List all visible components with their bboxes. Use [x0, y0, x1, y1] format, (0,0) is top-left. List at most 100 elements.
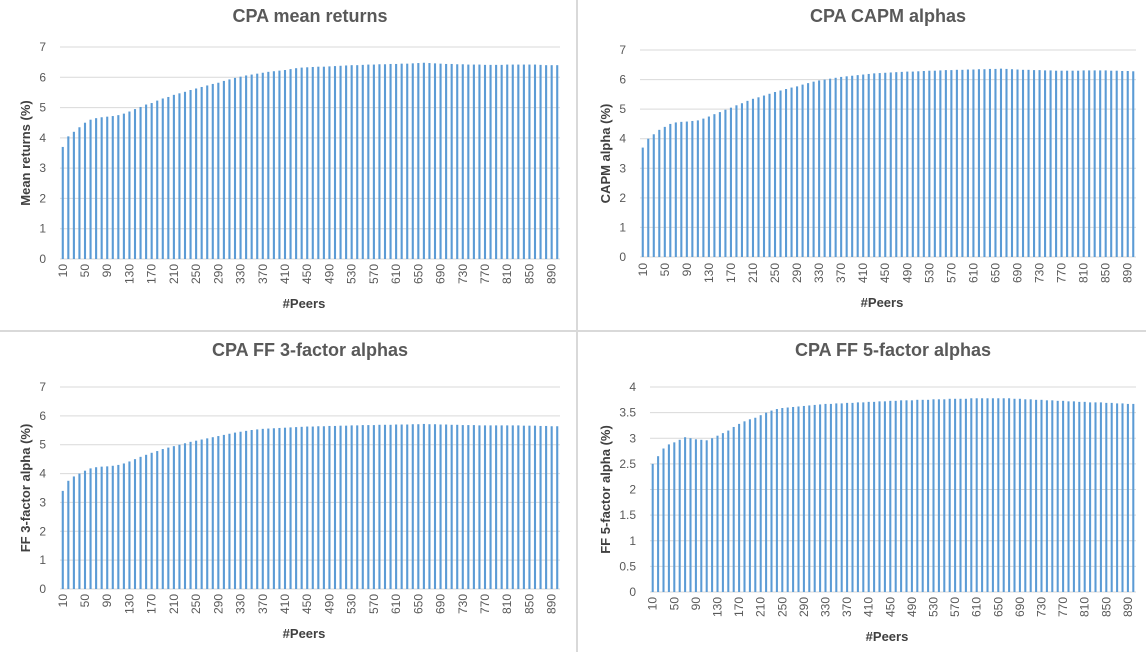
bar: [802, 405, 805, 592]
x-tick-label: 370: [256, 594, 270, 614]
bar: [322, 426, 325, 589]
bar: [178, 93, 181, 259]
bar: [256, 73, 259, 259]
x-tick-label: 490: [900, 263, 914, 283]
x-tick-label: 730: [1033, 263, 1047, 283]
bar: [245, 75, 248, 260]
bar: [691, 120, 694, 257]
bar: [250, 74, 253, 259]
y-tick-label: 0: [39, 252, 46, 266]
bar: [1099, 402, 1102, 592]
bar: [916, 399, 919, 592]
bar: [1132, 403, 1135, 592]
bar: [680, 121, 683, 257]
y-tick-label: 3: [39, 161, 46, 175]
bar: [417, 424, 420, 589]
bar: [1018, 398, 1021, 592]
x-tick-label: 730: [456, 264, 470, 284]
bar: [669, 123, 672, 257]
x-axis-label: #Peers: [861, 295, 904, 310]
x-tick-label: 610: [389, 594, 403, 614]
x-tick-label: 810: [500, 264, 514, 284]
bar: [533, 425, 537, 589]
bar: [528, 64, 531, 260]
bar: [483, 64, 487, 260]
y-tick-label: 2: [619, 191, 626, 205]
bar: [757, 97, 760, 257]
bar: [991, 398, 994, 592]
bar: [950, 70, 953, 257]
y-tick-label: 3: [629, 431, 636, 445]
y-tick-label: 2: [39, 524, 46, 538]
bar: [765, 412, 768, 592]
bar: [539, 64, 542, 260]
bar: [884, 72, 887, 258]
bar: [812, 81, 815, 258]
bar: [1105, 402, 1108, 592]
bar: [67, 136, 70, 259]
bar: [150, 452, 153, 589]
x-tick-label: 410: [278, 594, 292, 614]
bar: [472, 64, 475, 260]
x-tick-label: 530: [345, 264, 359, 284]
bar: [511, 425, 514, 589]
bar: [727, 430, 730, 592]
bar: [150, 103, 153, 260]
x-tick-label: 50: [667, 597, 681, 611]
bar: [61, 490, 64, 589]
bar: [702, 118, 705, 257]
x-tick-label: 890: [1121, 263, 1135, 283]
x-tick-label: 290: [211, 594, 225, 614]
x-tick-label: 570: [944, 263, 958, 283]
bar: [372, 425, 375, 589]
bar: [345, 65, 348, 259]
bar: [928, 70, 931, 257]
bar: [467, 64, 470, 260]
bar: [72, 476, 75, 589]
x-tick-label: 650: [988, 263, 1002, 283]
bar: [696, 120, 699, 257]
bar: [917, 71, 920, 257]
bar: [283, 427, 287, 589]
bar: [1104, 70, 1107, 257]
bar: [517, 425, 520, 589]
bar: [322, 66, 325, 259]
x-tick-label: 770: [478, 594, 492, 614]
x-tick-label: 650: [991, 597, 1005, 617]
bar: [283, 70, 287, 259]
bar: [428, 63, 431, 260]
bar: [317, 426, 320, 589]
x-tick-label: 210: [754, 597, 768, 617]
bar: [694, 439, 697, 592]
x-tick-label: 90: [689, 597, 703, 611]
bar: [111, 465, 114, 589]
x-tick-label: 250: [189, 594, 203, 614]
bar: [829, 403, 832, 592]
bar: [721, 433, 724, 592]
bar: [161, 449, 164, 589]
y-axis-label: FF 5-factor alpha (%): [598, 425, 613, 554]
bar: [161, 98, 164, 259]
bar: [195, 440, 198, 589]
bar: [311, 66, 314, 259]
bar: [983, 69, 986, 257]
bar: [966, 69, 969, 257]
y-tick-label: 4: [629, 380, 636, 394]
y-tick-label: 5: [619, 102, 626, 116]
bar: [895, 72, 898, 257]
bar: [545, 65, 548, 260]
x-tick-label: 130: [122, 264, 136, 284]
bar: [522, 425, 525, 589]
bar: [784, 89, 788, 257]
bar: [878, 73, 881, 258]
x-axis-label: #Peers: [283, 626, 326, 641]
bar: [417, 63, 420, 260]
x-tick-label: 850: [522, 594, 536, 614]
bar: [748, 419, 751, 592]
x-tick-label: 130: [122, 594, 136, 614]
bar: [528, 425, 531, 589]
bar: [927, 399, 930, 592]
bar: [1077, 70, 1080, 257]
bar: [818, 80, 821, 257]
bar: [400, 63, 403, 260]
